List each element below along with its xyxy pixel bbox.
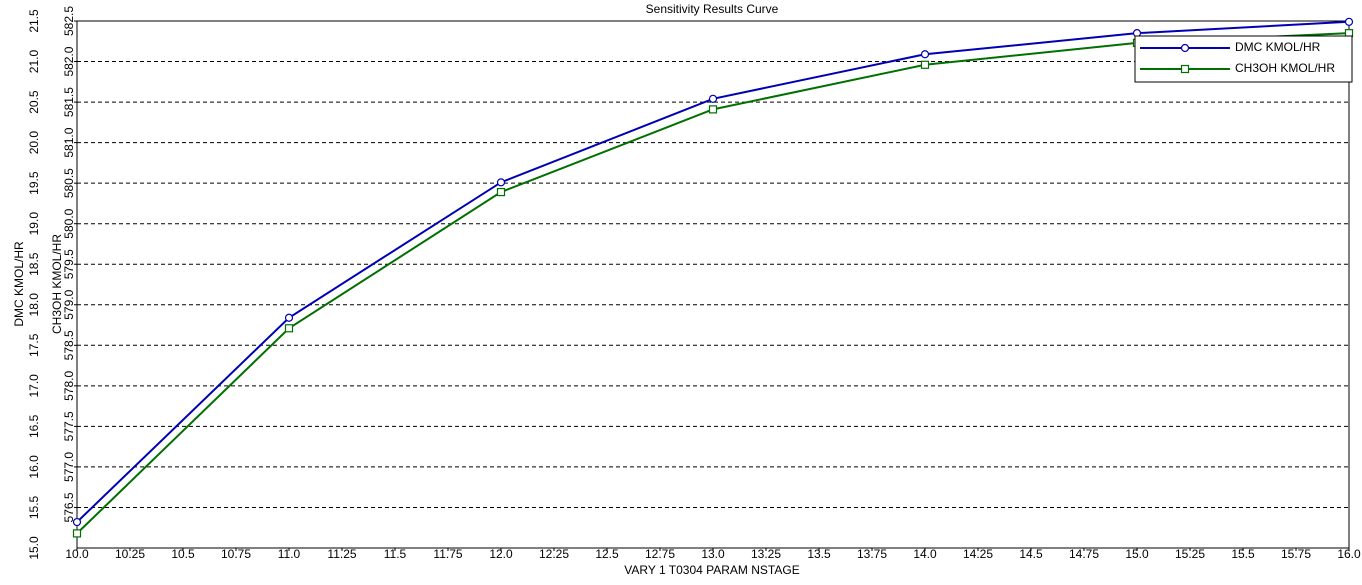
legend-label: DMC KMOL/HR	[1235, 40, 1321, 54]
y2-tick-label: 576.5	[62, 492, 76, 522]
x-tick-label: 14.0	[913, 547, 937, 561]
data-point	[496, 187, 506, 197]
x-tick-label: 15.0	[1125, 547, 1149, 561]
x-tick-label: 15.75	[1281, 547, 1311, 561]
y-tick-label: 15.0	[27, 536, 41, 560]
x-tick-label: 15.5	[1231, 547, 1255, 561]
x-tick-label: 13.25	[751, 547, 781, 561]
data-point	[72, 517, 82, 527]
x-tick-label: 14.5	[1019, 547, 1043, 561]
y-tick-label: 20.0	[27, 131, 41, 155]
y2-tick-label: 580.0	[62, 208, 76, 238]
x-tick-label: 10.5	[171, 547, 195, 561]
x-tick-label: 15.25	[1175, 547, 1205, 561]
data-point	[496, 178, 506, 187]
y2-tick-label: 577.5	[62, 411, 76, 441]
data-point	[72, 529, 82, 538]
y-tick-label: 16.0	[27, 455, 41, 479]
y-tick-label: 18.5	[27, 252, 41, 276]
x-tick-label: 14.75	[1069, 547, 1099, 561]
y-tick-label: 19.5	[27, 171, 41, 195]
data-point	[284, 313, 294, 322]
y2-tick-label: 581.0	[62, 127, 76, 157]
x-tick-label: 10.75	[221, 547, 251, 561]
y2-tick-label: 578.0	[62, 371, 76, 401]
x-tick-label: 11.75	[433, 547, 462, 561]
y-tick-label: 19.0	[27, 212, 41, 236]
x-tick-label: 14.25	[963, 547, 993, 561]
x-tick-label: 12.0	[489, 547, 513, 561]
y-tick-label: 17.5	[27, 333, 41, 357]
data-point	[1344, 17, 1354, 26]
x-axis-title: VARY 1 T0304 PARAM NSTAGE	[624, 563, 799, 577]
y2-tick-label: 578.5	[62, 330, 76, 360]
x-tick-label: 11.0	[278, 547, 301, 561]
y-tick-label: 17.0	[27, 374, 41, 398]
y2-tick-label: 582.5	[62, 6, 76, 36]
chart-title: Sensitivity Results Curve	[646, 2, 779, 16]
y2-tick-label: 579.5	[62, 249, 76, 279]
x-tick-label: 11.25	[327, 547, 356, 561]
y-tick-label: 15.5	[27, 495, 41, 519]
x-tick-label: 13.5	[807, 547, 831, 561]
x-tick-label: 16.0	[1337, 547, 1361, 561]
x-tick-label: 10.25	[115, 547, 145, 561]
x-tick-label: 12.75	[645, 547, 675, 561]
y-tick-label: 21.0	[27, 50, 41, 74]
y-axis-title: DMC KMOL/HR	[12, 241, 26, 327]
y2-tick-label: 577.0	[62, 452, 76, 482]
legend-box	[1134, 35, 1353, 83]
y-tick-label: 18.0	[27, 293, 41, 317]
x-tick-label: 11.5	[384, 547, 407, 561]
y-tick-label: 21.5	[27, 9, 41, 33]
y2-tick-label: 581.5	[62, 87, 76, 117]
x-tick-label: 12.25	[539, 547, 569, 561]
x-tick-label: 13.75	[857, 547, 887, 561]
data-point	[920, 60, 930, 69]
y2-tick-label: 582.0	[62, 46, 76, 76]
legend-marker	[1180, 43, 1190, 53]
data-point	[708, 94, 718, 103]
x-tick-label: 12.5	[595, 547, 619, 561]
y-tick-label: 16.5	[27, 414, 41, 438]
y2-tick-label: 580.5	[62, 168, 76, 198]
legend-marker	[1180, 64, 1190, 74]
y2-axis-title: CH3OH KMOL/HR	[50, 234, 64, 334]
data-point	[284, 324, 294, 333]
y2-tick-label: 579.0	[62, 289, 76, 319]
y-tick-label: 20.5	[27, 90, 41, 114]
legend-label: CH3OH KMOL/HR	[1235, 61, 1335, 75]
x-tick-label: 10.0	[65, 547, 89, 561]
data-point	[708, 105, 718, 114]
x-tick-label: 13.0	[701, 547, 725, 561]
data-point	[920, 50, 930, 59]
